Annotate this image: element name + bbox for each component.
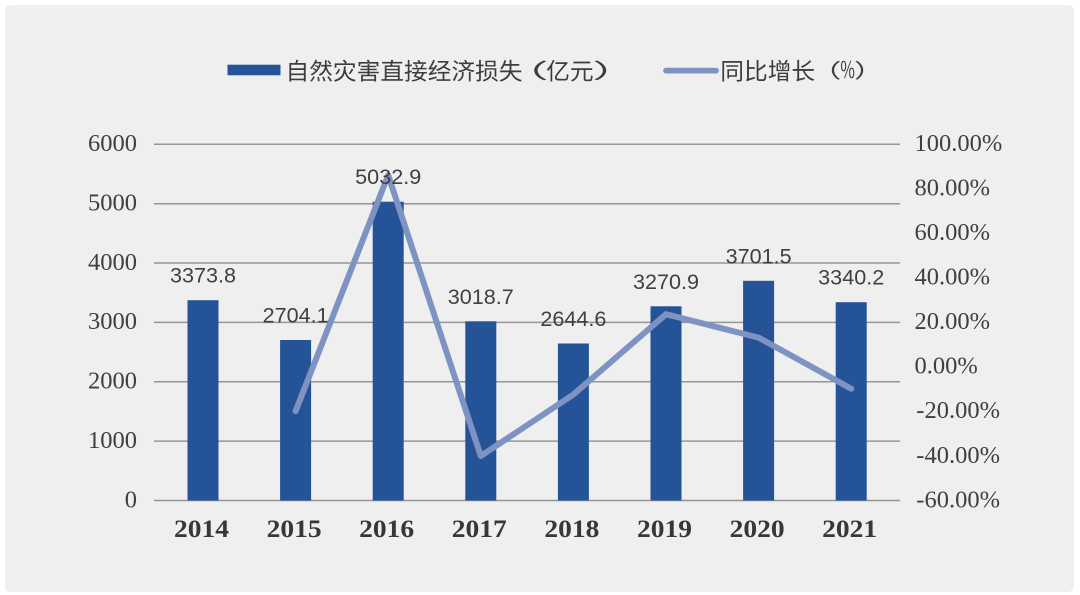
svg-text:-20.00%: -20.00%: [916, 397, 1000, 424]
svg-text:3701.5: 3701.5: [726, 243, 792, 268]
svg-text:3018.7: 3018.7: [448, 284, 514, 309]
svg-text:2644.6: 2644.6: [540, 306, 606, 331]
svg-text:2014: 2014: [174, 516, 230, 543]
svg-text:20.00%: 20.00%: [915, 308, 991, 335]
svg-text:2018: 2018: [544, 516, 599, 543]
svg-text:3000: 3000: [88, 308, 137, 335]
svg-text:5000: 5000: [88, 190, 137, 217]
svg-text:2704.1: 2704.1: [263, 303, 329, 328]
svg-text:5032.9: 5032.9: [355, 164, 421, 189]
svg-text:2015: 2015: [267, 516, 322, 543]
svg-text:40.00%: 40.00%: [915, 264, 991, 291]
svg-text:60.00%: 60.00%: [915, 219, 991, 246]
svg-text:6000: 6000: [88, 130, 137, 157]
svg-text:0: 0: [125, 486, 137, 513]
svg-text:3270.9: 3270.9: [633, 269, 699, 294]
svg-text:-60.00%: -60.00%: [916, 486, 1000, 513]
svg-text:2021: 2021: [822, 516, 877, 543]
svg-text:0.00%: 0.00%: [915, 353, 978, 380]
svg-text:2000: 2000: [88, 368, 137, 395]
svg-text:2017: 2017: [452, 516, 507, 543]
svg-text:100.00%: 100.00%: [915, 130, 1003, 157]
svg-text:3373.8: 3373.8: [170, 263, 236, 288]
svg-text:2020: 2020: [730, 516, 785, 543]
svg-text:-40.00%: -40.00%: [916, 442, 1000, 469]
svg-text:2019: 2019: [637, 516, 692, 543]
svg-text:2016: 2016: [359, 516, 414, 543]
svg-text:1000: 1000: [88, 427, 137, 454]
svg-text:80.00%: 80.00%: [915, 175, 991, 202]
svg-text:4000: 4000: [88, 249, 137, 276]
svg-text:3340.2: 3340.2: [818, 265, 884, 290]
